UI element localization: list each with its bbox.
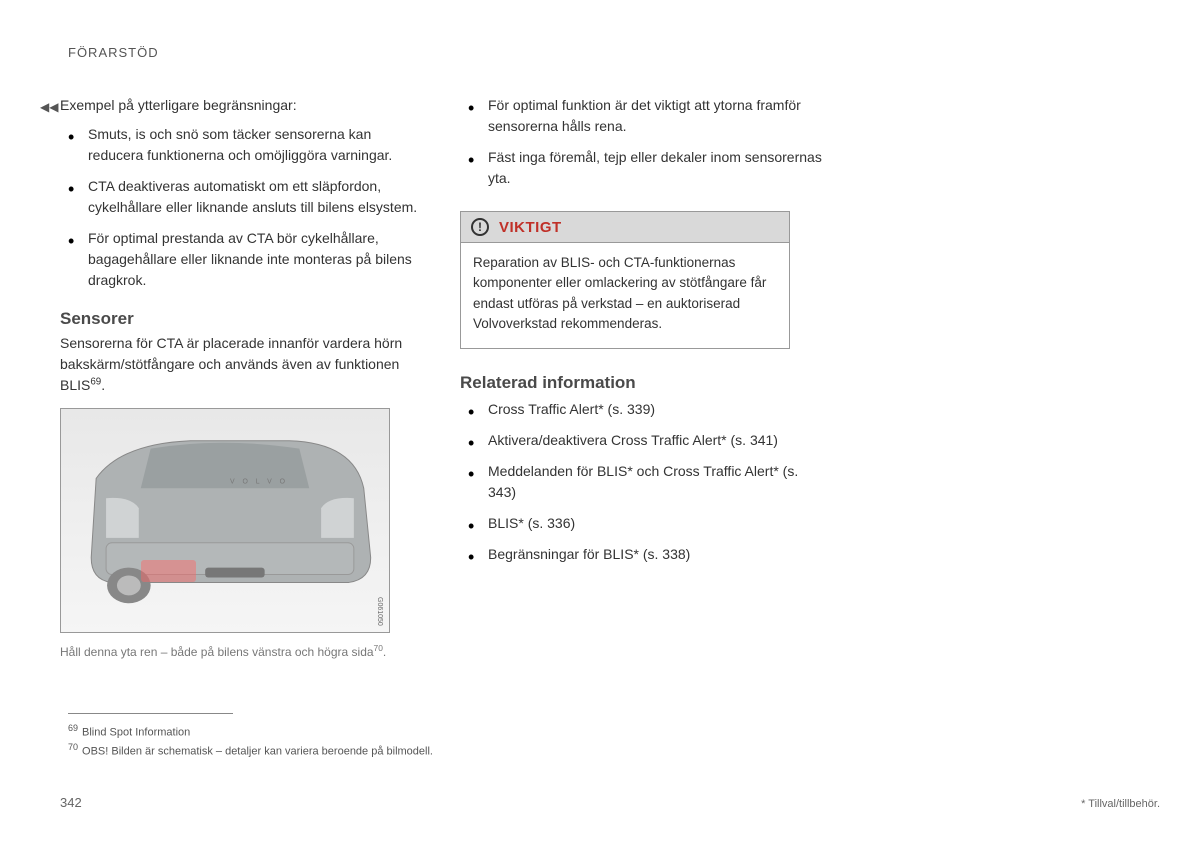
list-item: Smuts, is och snö som täcker sensorerna … [88,124,425,166]
important-header: ! VIKTIGT [461,212,789,243]
related-info-heading: Relaterad information [460,373,825,393]
footnote-number: 69 [68,723,78,733]
column-middle: För optimal funktion är det viktigt att … [460,95,825,661]
sensors-text-part1: Sensorerna för CTA är placerade innanför… [60,335,402,393]
footnote-ref-70: 70 [374,643,383,653]
footnotes: 69 Blind Spot Information 70 OBS! Bilden ä… [68,685,433,760]
footnote-text: Blind Spot Information [82,726,190,738]
sensors-heading: Sensorer [60,309,425,329]
intro-text: Exempel på ytterligare begränsningar: [60,95,425,116]
list-item: CTA deaktiveras automatiskt om ett släpf… [88,176,425,218]
sensors-description: Sensorerna för CTA är placerade innanför… [60,333,425,396]
limitations-list: Smuts, is och snö som täcker sensorerna … [60,124,425,291]
footnote-69: 69 Blind Spot Information [68,722,433,741]
list-item: För optimal funktion är det viktigt att … [488,95,825,137]
list-item: Aktivera/deaktivera Cross Traffic Alert*… [488,430,825,451]
page-number: 342 [60,795,82,810]
list-item: Begränsningar för BLIS* (s. 338) [488,544,825,565]
list-item: BLIS* (s. 336) [488,513,825,534]
related-info-list: Cross Traffic Alert* (s. 339) Aktivera/d… [460,399,825,565]
accessory-footnote: * Tillval/tillbehör. [1081,798,1160,810]
continuation-marker: ◀◀ [40,100,58,114]
section-header: FÖRARSTÖD [68,45,1140,60]
footnote-number: 70 [68,742,78,752]
list-item: Meddelanden för BLIS* och Cross Traffic … [488,461,825,503]
important-notice-box: ! VIKTIGT Reparation av BLIS- och CTA-fu… [460,211,790,349]
figure-caption: Håll denna yta ren – både på bilens väns… [60,643,390,661]
footnote-text: OBS! Bilden är schematisk – detaljer kan… [82,746,433,758]
important-body-text: Reparation av BLIS- och CTA-funktionerna… [461,243,789,348]
sensor-highlight-area [141,560,196,582]
figure-reference-id: G061050 [376,597,383,626]
content-columns: Exempel på ytterligare begränsningar: Sm… [60,95,1140,661]
additional-bullets: För optimal funktion är det viktigt att … [460,95,825,189]
column-left: Exempel på ytterligare begränsningar: Sm… [60,95,425,661]
footnote-rule [68,713,233,714]
list-item: Cross Traffic Alert* (s. 339) [488,399,825,420]
sensors-text-part2: . [101,377,105,393]
car-sensor-figure: V O L V O G061050 [60,408,390,633]
caption-text-part1: Håll denna yta ren – både på bilens väns… [60,645,374,659]
list-item: För optimal prestanda av CTA bör cykelhå… [88,228,425,291]
caption-text-part2: . [383,645,386,659]
list-item: Fäst inga föremål, tejp eller dekaler in… [488,147,825,189]
warning-icon: ! [471,218,489,236]
svg-text:V O L V O: V O L V O [230,478,288,485]
footnote-70: 70 OBS! Bilden är schematisk – detaljer k… [68,741,433,760]
car-illustration: V O L V O [61,409,389,632]
footnote-ref-69: 69 [90,376,101,387]
important-title: VIKTIGT [499,219,562,236]
